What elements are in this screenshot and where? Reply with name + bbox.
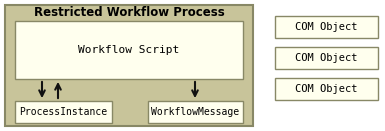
Text: Workflow Script: Workflow Script [79,45,180,55]
Text: COM Object: COM Object [295,53,357,63]
Bar [15,101,112,123]
Bar [148,101,243,123]
Text: WorkflowMessage: WorkflowMessage [151,107,239,117]
Text: Restricted Workflow Process: Restricted Workflow Process [33,7,224,20]
Bar [15,21,243,79]
Text: COM Object: COM Object [295,22,357,32]
Bar [275,78,378,100]
Text: ProcessInstance: ProcessInstance [19,107,107,117]
Bar [275,16,378,38]
Text: COM Object: COM Object [295,84,357,94]
Bar [5,5,253,126]
Bar [275,47,378,69]
